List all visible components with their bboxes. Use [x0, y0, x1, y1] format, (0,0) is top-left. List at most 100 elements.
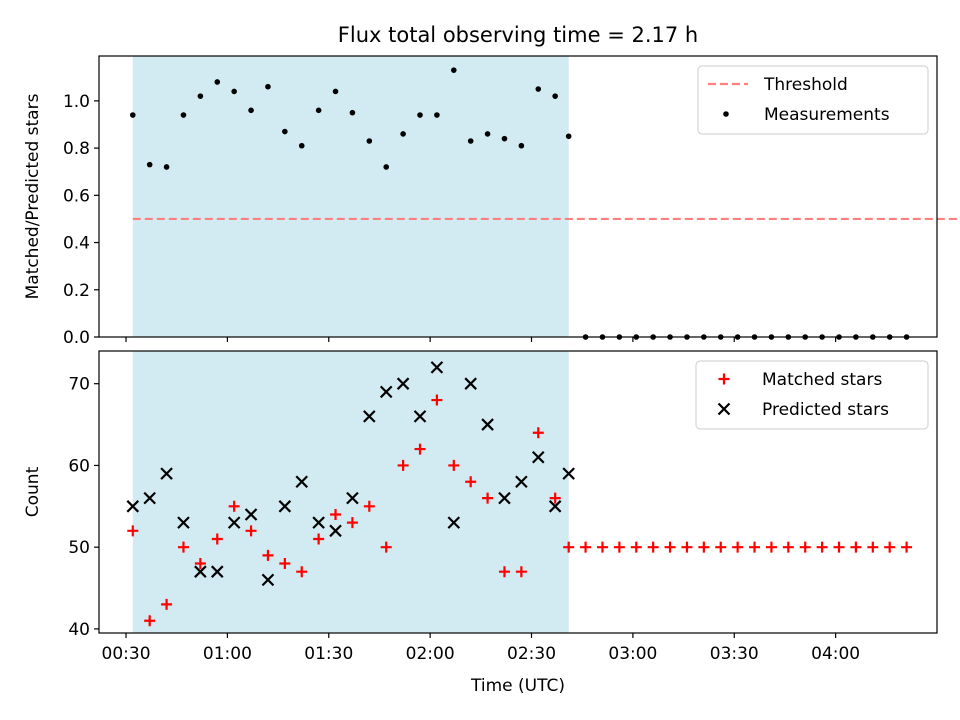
measurement-point [366, 138, 373, 144]
y-tick-label: 0.8 [63, 139, 90, 159]
predicted-star-point [396, 377, 410, 390]
measurement-point [214, 79, 221, 85]
y-axis-label: Count [23, 466, 43, 517]
matched-star-point [380, 541, 392, 553]
predicted-star-point [194, 565, 207, 578]
predicted-star-point [244, 508, 258, 521]
legend: Matched stars Predicted stars [695, 360, 929, 430]
bottom-panel: 40 50 60 70 00:30 01:00 01:30 02:00 02:30 03:00 03… [23, 350, 938, 696]
y-tick-label: 0.2 [63, 281, 90, 301]
matched-star-point [144, 615, 156, 627]
y-tick-label: 0.6 [63, 186, 90, 206]
measurement-point [163, 164, 170, 170]
predicted-star-point [329, 524, 342, 538]
matched-star-point [498, 566, 510, 578]
y-tick-label: 50 [68, 538, 90, 558]
matched-star-point [799, 541, 811, 553]
legend: Threshold Measurements [697, 65, 929, 135]
predicted-star-point [312, 516, 325, 529]
matched-star-point [765, 541, 777, 553]
y-tick-label: 40 [68, 620, 90, 640]
measurement-point [417, 112, 423, 118]
predicted-star-point [379, 385, 393, 399]
legend-box [695, 360, 929, 430]
matched-star-point [177, 541, 189, 553]
predicted-star-point [430, 361, 444, 374]
x-tick-label: 02:00 [406, 644, 455, 664]
measurement-point [518, 142, 525, 149]
matched-star-point [782, 541, 794, 553]
matched-star-point [515, 566, 527, 578]
predicted-star-point [295, 475, 309, 489]
measurement-point [146, 161, 153, 168]
measurement-point [535, 86, 542, 92]
predicted-star-point [413, 410, 427, 423]
plot-frame [98, 350, 938, 634]
measurement-point [298, 142, 305, 149]
x-tick-label: 00:30 [102, 644, 151, 664]
matched-star-point [262, 549, 274, 561]
top-panel: 0.0 0.2 0.4 0.6 0.8 1.0 Matched/Predicted star… [23, 55, 960, 348]
matched-star-point [279, 558, 291, 570]
plot-frame [98, 55, 938, 338]
y-tick-label: 60 [68, 456, 90, 476]
matched-star-point [127, 525, 139, 537]
predicted-star-point [227, 516, 241, 529]
predicted-star-point [261, 573, 275, 587]
y-axis-label: Matched/Predicted stars [23, 93, 43, 299]
x-tick-label: 02:30 [507, 644, 556, 664]
matched-star-point [732, 541, 744, 553]
y-tick-label: 70 [68, 375, 90, 395]
y-tick-label: 1.0 [63, 92, 90, 112]
measurement-point [484, 131, 491, 137]
matched-star-point [245, 525, 257, 537]
legend-box [697, 65, 929, 135]
matched-star-point [563, 541, 575, 553]
measurement-point [282, 128, 288, 135]
predicted-star-point [447, 516, 461, 529]
matched-star-point [630, 541, 642, 553]
predicted-star-point [464, 377, 477, 390]
legend-label: Threshold [763, 75, 848, 95]
matched-star-point [647, 541, 659, 553]
matched-star-point [833, 541, 845, 553]
legend-label: Measurements [764, 105, 890, 125]
x-tick-label: 04:00 [811, 644, 860, 664]
matched-star-point [228, 500, 240, 512]
legend-label: Predicted stars [762, 400, 889, 420]
measurement-point [450, 67, 457, 73]
predicted-star-point [143, 491, 156, 505]
measurement-point [467, 138, 474, 144]
measurement-point [400, 131, 406, 137]
predicted-star-point [562, 467, 575, 480]
matched-star-point [313, 533, 325, 545]
matched-star-point [397, 459, 409, 471]
matched-star-point [580, 541, 592, 553]
predicted-star-point [481, 418, 494, 431]
measurement-point [129, 112, 136, 118]
x-axis-label: Time (UTC) [470, 676, 565, 696]
predicted-star-point [531, 450, 545, 464]
matched-star-point [414, 443, 426, 455]
y-tick-label: 0.4 [63, 234, 90, 254]
observing-span-shade [132, 351, 569, 633]
matched-star-point [363, 500, 375, 512]
matched-star-point [715, 541, 727, 553]
matched-star-point [867, 541, 879, 553]
x-tick-label: 03:30 [710, 644, 759, 664]
matched-star-point [884, 541, 896, 553]
measurement-point [180, 112, 187, 118]
matched-star-point [596, 541, 608, 553]
matched-star-point [664, 541, 676, 553]
matched-star-point [346, 517, 358, 529]
predicted-star-point [346, 491, 359, 505]
measurement-point [332, 88, 339, 95]
matched-star-point [850, 541, 862, 553]
legend-measurements-swatch [723, 111, 729, 117]
legend-label: Matched stars [762, 370, 882, 390]
matched-star-point [330, 508, 342, 520]
measurement-point [383, 164, 390, 170]
measurement-point [197, 93, 204, 99]
predicted-star-point [498, 491, 511, 505]
